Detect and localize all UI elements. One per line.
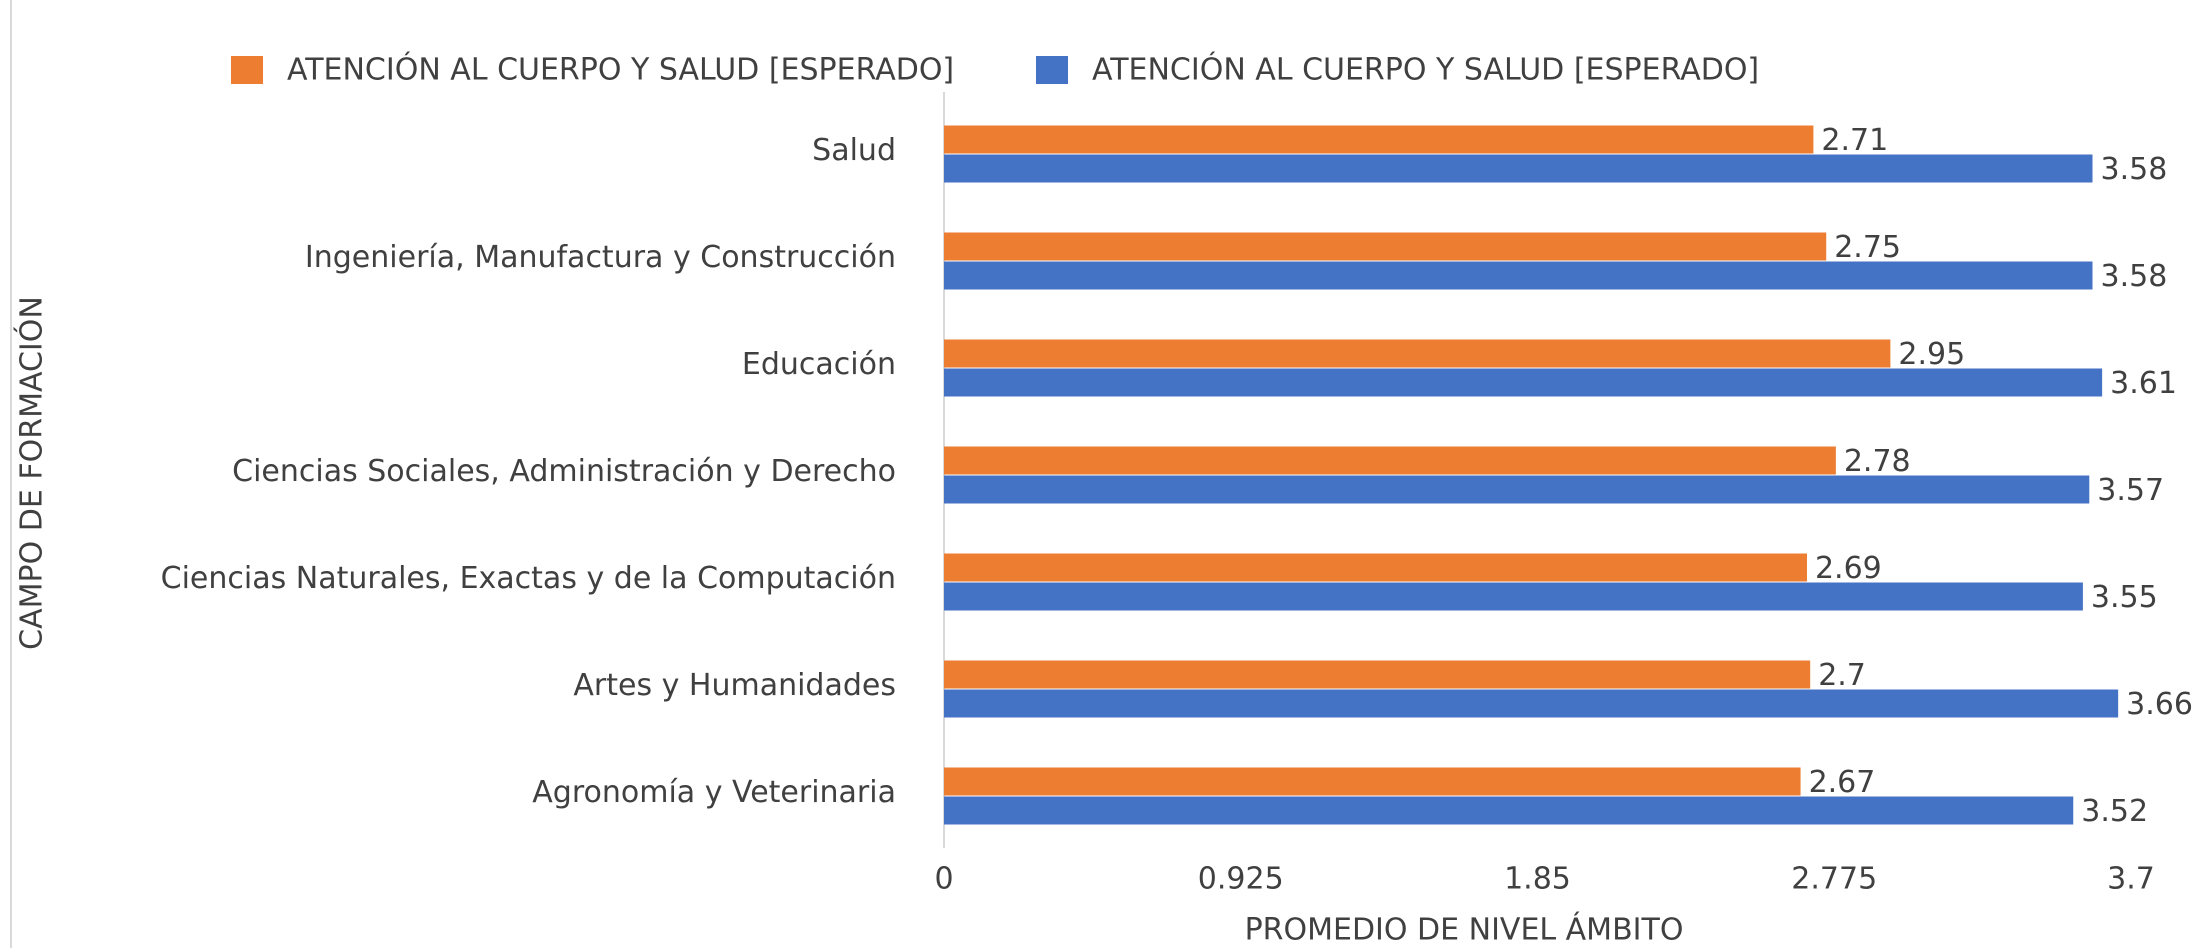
bar xyxy=(944,582,2083,611)
bar xyxy=(944,232,1827,261)
value-label: 2.75 xyxy=(1834,230,1901,265)
value-label: 3.58 xyxy=(2101,259,2168,294)
bar xyxy=(944,339,1891,368)
value-label: 2.67 xyxy=(1809,765,1876,800)
bar xyxy=(944,767,1801,796)
value-label: 3.61 xyxy=(2110,366,2177,401)
bar xyxy=(944,660,1811,689)
bar xyxy=(944,553,1807,582)
x-tick-label: 2.775 xyxy=(1791,862,1877,897)
value-label: 3.55 xyxy=(2091,580,2158,615)
bar xyxy=(944,154,2093,183)
legend-label: ATENCIÓN AL CUERPO Y SALUD [ESPERADO] xyxy=(1092,51,1759,88)
x-tick-label: 3.7 xyxy=(2107,862,2155,897)
bar xyxy=(944,125,1814,154)
y-tick-label: Salud xyxy=(812,133,896,168)
x-tick-label: 0.925 xyxy=(1198,862,1284,897)
y-tick-label: Ciencias Naturales, Exactas y de la Comp… xyxy=(161,561,896,596)
value-label: 3.66 xyxy=(2126,687,2193,722)
y-tick-label: Ingeniería, Manufactura y Construcción xyxy=(305,240,896,275)
legend-swatch xyxy=(231,56,263,84)
y-tick-label: Artes y Humanidades xyxy=(573,668,896,703)
value-label: 3.58 xyxy=(2101,152,2168,187)
legend-label: ATENCIÓN AL CUERPO Y SALUD [ESPERADO] xyxy=(287,51,954,88)
y-tick-label: Ciencias Sociales, Administración y Dere… xyxy=(232,454,896,489)
bar xyxy=(944,689,2119,718)
value-label: 2.78 xyxy=(1844,444,1911,479)
bar xyxy=(944,475,2090,504)
y-tick-label: Agronomía y Veterinaria xyxy=(532,775,896,810)
bar xyxy=(944,368,2103,397)
y-axis-label: CAMPO DE FORMACIÓN xyxy=(13,296,50,650)
y-tick-label: Educación xyxy=(742,347,896,382)
bar xyxy=(944,796,2074,825)
x-axis-label: PROMEDIO DE NIVEL ÁMBITO xyxy=(1245,912,1684,948)
bar xyxy=(944,446,1836,475)
x-tick-label: 0 xyxy=(934,862,953,897)
value-label: 2.71 xyxy=(1821,123,1888,158)
legend-swatch xyxy=(1036,56,1068,84)
x-tick-label: 1.85 xyxy=(1504,862,1571,897)
value-label: 2.69 xyxy=(1815,551,1882,586)
value-label: 2.7 xyxy=(1818,658,1866,693)
value-label: 3.52 xyxy=(2081,794,2148,829)
value-label: 2.95 xyxy=(1898,337,1965,372)
value-label: 3.57 xyxy=(2097,473,2164,508)
bar xyxy=(944,261,2093,290)
